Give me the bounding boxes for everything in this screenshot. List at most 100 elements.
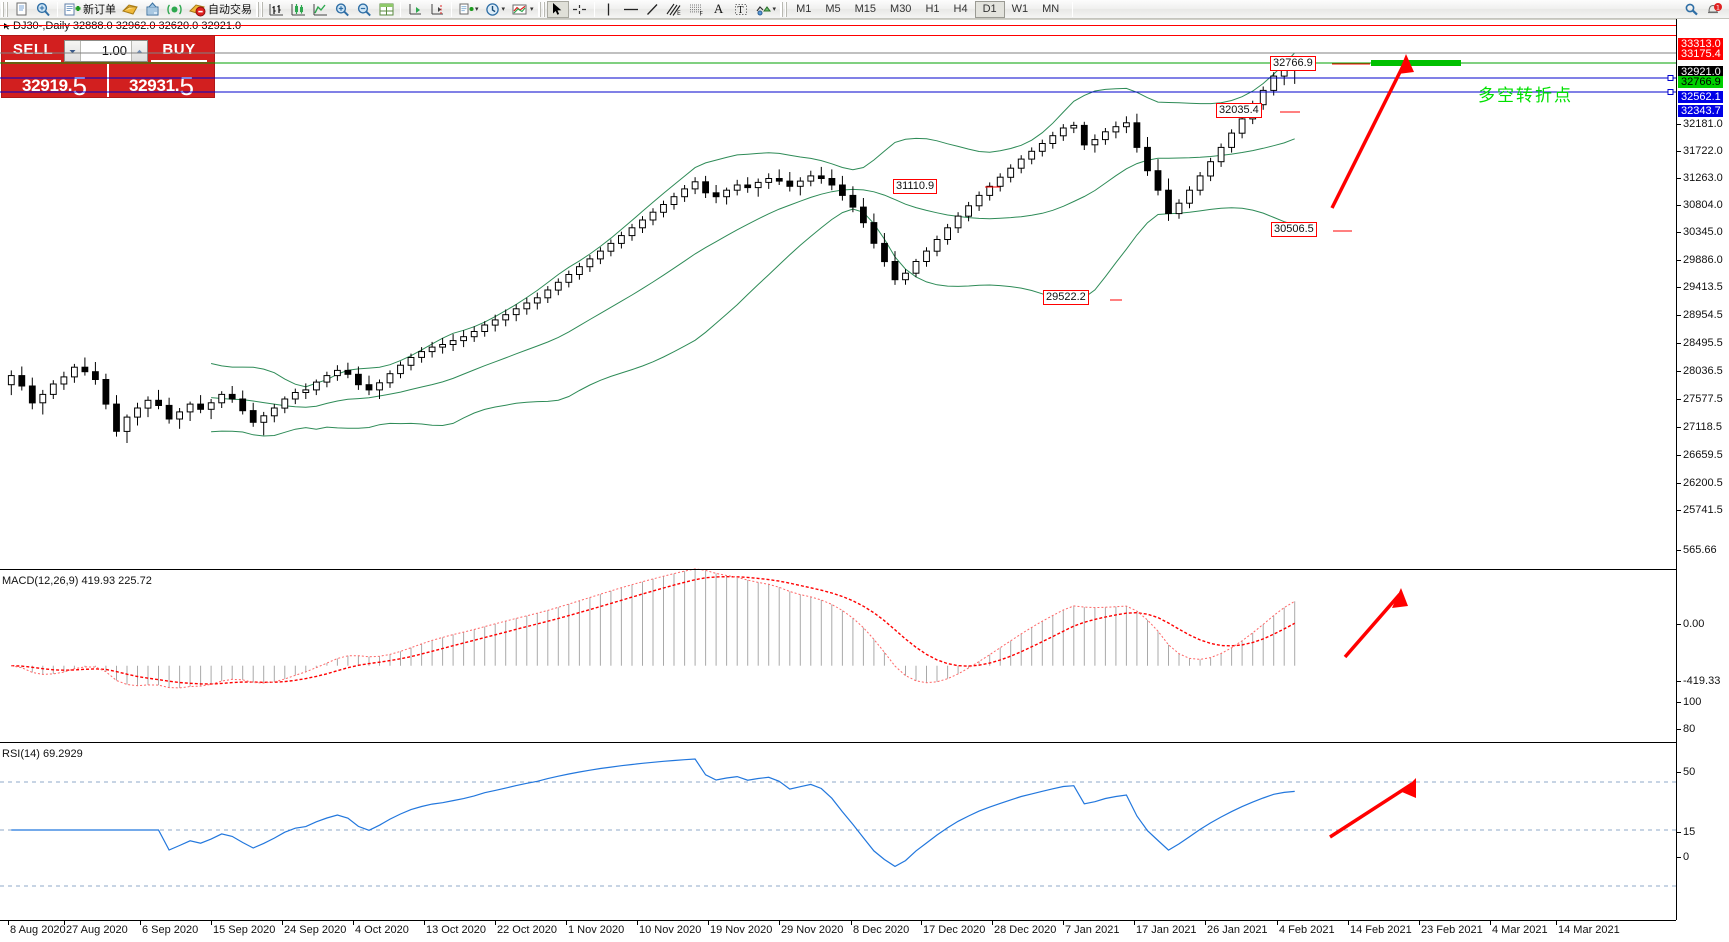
price-scale-tick [1677,315,1681,316]
text-label-icon[interactable]: T [730,1,752,18]
data-window-icon[interactable] [141,1,163,18]
date-scale-tick [1063,921,1064,925]
date-scale[interactable]: 8 Aug 2020 27 Aug 2020 6 Sep 2020 15 Sep 20… [0,920,1676,942]
price-level-badge-32921-0[interactable]: 32921.0 [1678,66,1723,78]
price-scale-label: 28036.5 [1683,365,1723,377]
volume-decrease-button[interactable] [65,41,81,61]
templates-icon[interactable] [375,1,397,18]
chevron-down-icon[interactable]: ▾ [530,6,534,13]
toolbar-grip-1[interactable] [1,1,8,17]
indicators-icon[interactable]: ▾ [455,1,482,18]
chart-plot[interactable] [0,32,1676,920]
green-resistance-marker[interactable] [1371,60,1461,66]
candlestick-series [7,61,1299,443]
macd-drawn-arrow[interactable] [1343,592,1402,659]
price-level-badge-32343-7[interactable]: 32343.7 [1678,105,1723,117]
price-level-badge-33175-4[interactable]: 33175.4 [1678,48,1723,60]
price-level-handle[interactable] [1667,89,1674,95]
price-scale-tick [1677,232,1681,233]
date-scale-label: 27 Aug 2020 [66,924,128,936]
rsi-drawn-arrow[interactable] [1329,782,1413,839]
price-level-badge-33313-0[interactable]: 33313.0 [1678,38,1723,50]
timeframe-h4[interactable]: H4 [953,3,968,15]
price-level-badge-32562-1[interactable]: 32562.1 [1678,91,1723,103]
auto-trading-label: 自动交易 [208,4,252,16]
date-scale-label: 13 Oct 2020 [426,924,486,936]
rsi-scale-tick [1677,772,1681,773]
one-click-trading-panel[interactable]: SELL 1.00 BUY 32919. 5 32931. 5 [1,35,215,99]
zoom-in-icon[interactable] [331,1,353,18]
chevron-down-icon[interactable]: ▾ [772,6,777,13]
trendline-icon[interactable] [642,1,664,18]
cursor-icon[interactable] [546,0,569,18]
price-scale-tick [1677,178,1681,179]
search-icon[interactable] [1681,1,1703,18]
date-scale-label: 22 Oct 2020 [497,924,557,936]
price-scale[interactable]: 32181.0 31722.0 31263.0 30804.0 30345.0 29886… [1676,19,1729,920]
chevron-down-icon[interactable]: ▾ [475,6,479,13]
price-level-line-33175[interactable] [0,35,1676,36]
line-chart-icon[interactable] [309,1,331,18]
date-scale-tick [637,921,638,925]
date-scale-tick [566,921,567,925]
macd-scale-tick [1677,624,1681,625]
period-icon[interactable]: ▾ [482,1,509,18]
svg-text:F: F [700,10,704,17]
price-scale-label: 28495.5 [1683,337,1723,349]
price-scale-tick [1677,483,1681,484]
timeframe-m1[interactable]: M1 [796,3,812,15]
chevron-down-icon[interactable]: ▾ [501,6,506,13]
fibonacci-icon[interactable]: F [686,1,708,18]
volume-input[interactable]: 1.00 [101,43,127,58]
volume-stepper[interactable]: 1.00 [64,40,148,62]
shapes-icon[interactable]: ▾ [752,1,780,18]
price-level-handle[interactable] [1667,75,1674,81]
timeframe-d1[interactable]: D1 [974,0,1005,18]
date-scale-label: 28 Dec 2020 [994,924,1057,936]
crosshair-icon[interactable] [569,1,591,18]
objects-icon[interactable]: ▾ [508,1,537,18]
price-tag-29522-2[interactable]: 29522.2 [1043,290,1089,305]
profiles-icon[interactable] [32,1,54,18]
timeframe-m15[interactable]: M15 [854,3,877,15]
price-level-badge-32766-9[interactable]: 32766.9 [1678,76,1723,88]
volume-increase-button[interactable] [131,41,147,61]
timeframe-mn[interactable]: MN [1042,3,1060,15]
price-tag-32035-4[interactable]: 32035.4 [1216,103,1262,118]
svg-text:E: E [677,10,681,17]
price-tag-31110-9[interactable]: 31110.9 [893,179,938,194]
candlestick-chart-icon[interactable] [287,1,309,18]
toolbar-grip-2[interactable] [256,1,263,17]
market-watch-icon[interactable] [119,1,141,18]
chart-canvas[interactable] [0,32,1676,920]
timeframe-m5[interactable]: M5 [825,3,841,15]
macd-scale-tick [1677,681,1681,682]
toolbar-grip-4[interactable] [780,1,788,17]
horizontal-line-icon[interactable] [620,1,642,18]
auto-scroll-icon[interactable] [404,1,426,18]
timeframe-w1[interactable]: W1 [1011,3,1029,15]
text-icon[interactable]: A [708,1,730,18]
price-tag-32766-9[interactable]: 32766.9 [1270,56,1316,71]
rsi-scale-label: 80 [1683,723,1696,735]
navigator-icon[interactable] [163,1,185,18]
new-chart-icon[interactable] [10,1,32,18]
equidistant-channel-icon[interactable]: E [664,1,686,18]
bar-chart-icon[interactable] [265,1,287,18]
auto-trading-button[interactable]: 自动交易 [185,1,255,18]
rsi-line [11,758,1295,868]
price-tag-30506-5[interactable]: 30506.5 [1271,222,1317,237]
price-level-line-33313[interactable] [0,25,1676,26]
vertical-line-icon[interactable] [598,1,620,18]
drawn-trend-arrow[interactable] [1330,59,1408,209]
sell-price-integer: 32919 [22,76,68,95]
price-scale-label: 27118.5 [1683,421,1722,433]
chart-shift-icon[interactable] [426,1,448,18]
alert-bell-icon[interactable]: 1 [1703,1,1725,18]
new-order-button[interactable]: 新订单 [61,1,119,18]
timeframe-m30[interactable]: M30 [890,3,912,15]
price-scale-label: 27577.5 [1683,393,1723,405]
toolbar-grip-3[interactable] [537,1,545,17]
zoom-out-icon[interactable] [353,1,375,18]
timeframe-h1[interactable]: H1 [925,3,940,15]
